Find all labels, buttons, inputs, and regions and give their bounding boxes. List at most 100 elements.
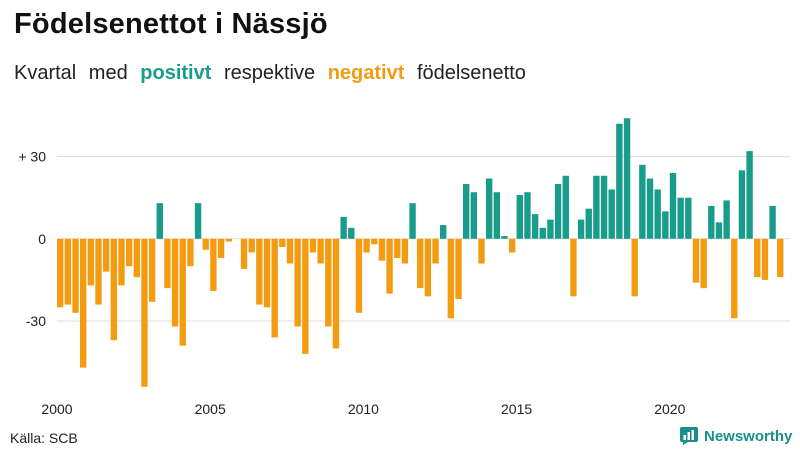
bar	[685, 197, 692, 239]
bar	[302, 238, 309, 354]
brand-name: Newsworthy	[704, 427, 793, 445]
bar	[240, 238, 248, 269]
bar	[600, 175, 608, 239]
bar	[72, 238, 79, 313]
x-tick-label: 2000	[41, 401, 72, 417]
bar	[125, 238, 133, 267]
bar	[669, 173, 677, 239]
bar	[217, 238, 225, 258]
bar	[64, 238, 72, 305]
bar	[746, 151, 753, 239]
x-tick-label: 2005	[195, 401, 226, 417]
bar	[294, 238, 301, 327]
bar	[608, 189, 615, 239]
bar	[761, 238, 769, 280]
bar	[317, 238, 324, 264]
bar	[371, 238, 378, 245]
bar	[554, 183, 562, 239]
bar	[493, 192, 501, 239]
bar	[225, 238, 232, 242]
bar	[616, 123, 623, 239]
bar	[539, 227, 546, 239]
bar	[118, 238, 125, 286]
bar	[447, 238, 455, 319]
bar	[754, 238, 761, 278]
bar	[325, 238, 332, 327]
bar	[248, 238, 255, 253]
bar	[187, 238, 194, 267]
bar	[102, 238, 110, 272]
bar	[332, 238, 340, 349]
bar	[417, 238, 424, 289]
bar	[662, 211, 669, 239]
bar	[508, 238, 516, 253]
bar	[593, 175, 600, 239]
bar	[409, 203, 416, 239]
bar	[462, 183, 470, 239]
bar	[57, 238, 64, 308]
bar	[646, 178, 654, 239]
bar	[394, 238, 401, 258]
bar	[202, 238, 209, 250]
x-tick-label: 2015	[501, 401, 532, 417]
bar	[340, 216, 347, 239]
bar	[133, 238, 140, 278]
bar	[210, 238, 217, 291]
bar	[355, 238, 363, 313]
bar	[570, 238, 577, 297]
bar	[271, 238, 278, 338]
bar	[639, 164, 646, 239]
bar	[386, 238, 393, 294]
bar	[692, 238, 700, 283]
bar	[432, 238, 439, 264]
newsworthy-icon	[680, 427, 698, 445]
bar	[700, 238, 707, 289]
chart-subtitle: Kvartal med positivt respektive negativt…	[14, 62, 526, 85]
bar	[164, 238, 171, 289]
bar	[87, 238, 95, 286]
bar-layer	[57, 118, 784, 387]
brand-logo: Newsworthy	[680, 427, 792, 445]
subtitle-text-3: födelsenetto	[416, 62, 526, 84]
source-note: Källa: SCB	[10, 430, 78, 446]
bar	[148, 238, 156, 302]
bar	[485, 178, 493, 239]
bar	[110, 238, 118, 341]
grid-layer	[57, 156, 790, 322]
bar	[286, 238, 294, 264]
subtitle-text-1: Kvartal med	[14, 62, 128, 84]
subtitle-positive: positivt	[140, 62, 212, 84]
y-tick-label: + 30	[18, 149, 46, 165]
x-tick-label: 2020	[654, 401, 685, 417]
bar	[777, 238, 784, 278]
bar	[263, 238, 271, 308]
bar	[547, 219, 554, 239]
bar	[501, 236, 508, 239]
subtitle-text-2: respektive	[223, 62, 316, 84]
bar	[179, 238, 186, 346]
bar	[194, 203, 202, 239]
bar	[440, 225, 447, 239]
bar	[623, 118, 631, 239]
bar	[562, 175, 569, 239]
bar	[363, 238, 370, 253]
bar	[156, 203, 163, 239]
bar	[478, 238, 485, 264]
bar	[531, 214, 539, 239]
bar	[455, 238, 462, 300]
bar	[731, 238, 738, 319]
bar	[708, 205, 715, 239]
page-title: Födelsenettot i Nässjö	[14, 8, 328, 40]
bar	[723, 200, 730, 239]
bar	[424, 238, 432, 297]
bar	[677, 197, 684, 239]
bar	[654, 189, 661, 239]
bar	[715, 222, 723, 239]
y-tick-label: 0	[38, 231, 46, 247]
bar	[95, 238, 102, 305]
bar	[141, 238, 148, 387]
bar	[769, 205, 776, 239]
bar	[401, 238, 409, 264]
